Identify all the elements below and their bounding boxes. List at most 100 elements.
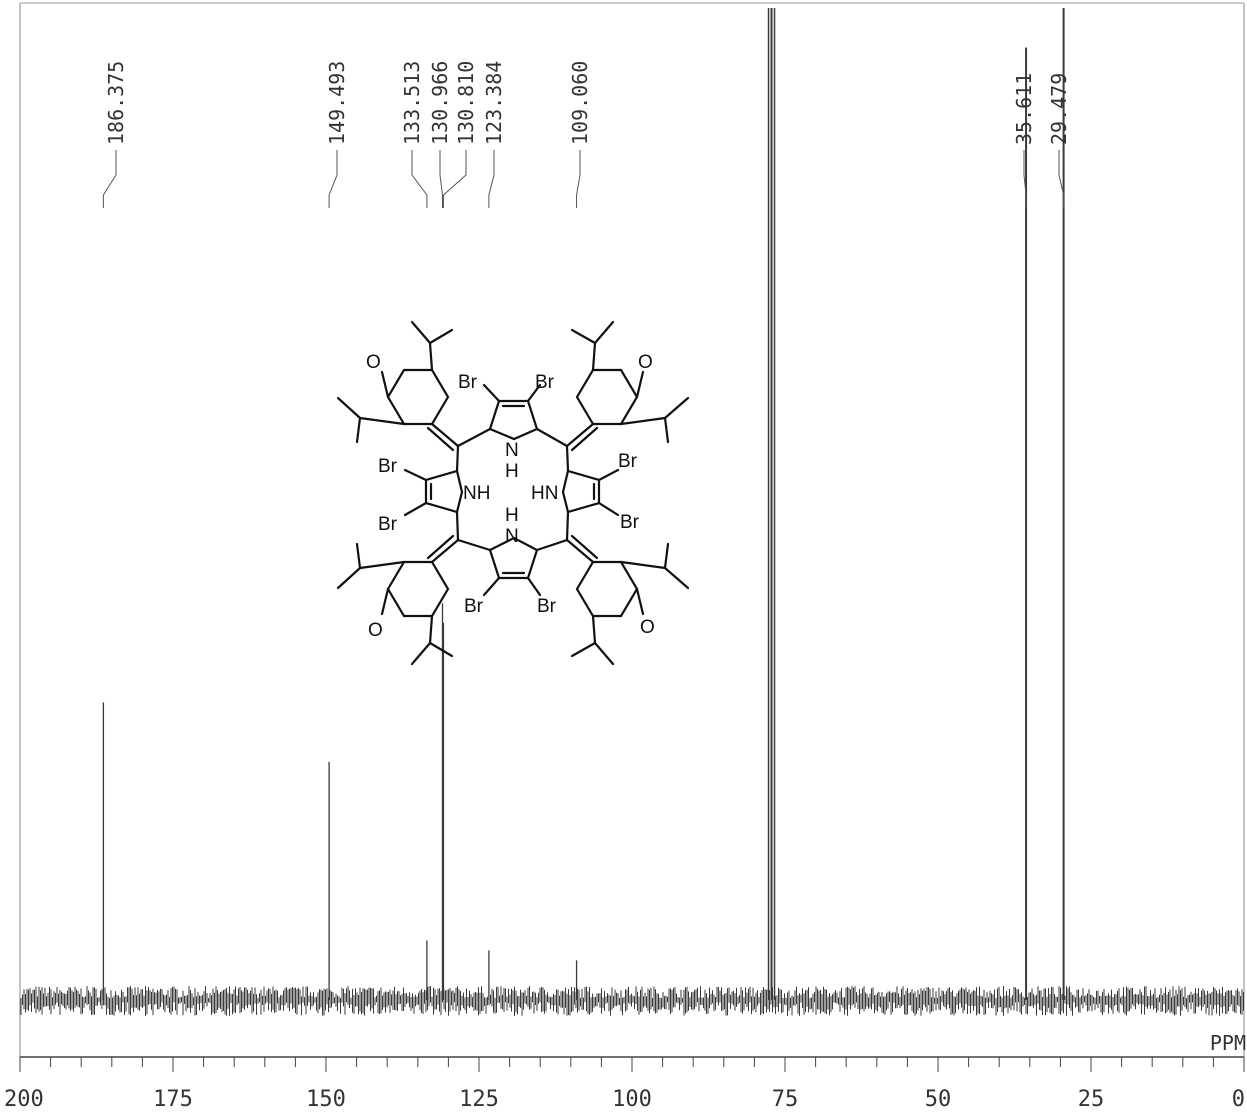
atom-label: N <box>505 440 519 461</box>
bond <box>456 427 492 448</box>
x-tick-label: 50 <box>925 1087 952 1112</box>
bond <box>619 560 667 570</box>
bond <box>635 587 645 616</box>
bond <box>428 641 454 658</box>
quinone-ring-bottom-left <box>386 560 450 618</box>
bond <box>456 538 492 552</box>
baseline-noise-trace <box>20 986 1244 1016</box>
peak-leader-line <box>488 150 495 208</box>
bond <box>597 468 620 482</box>
atom-label: H <box>505 505 519 526</box>
peak-leader-line <box>442 150 467 208</box>
bond <box>428 341 434 372</box>
peak-leader-line <box>411 150 428 208</box>
bond <box>593 320 615 345</box>
bond <box>358 560 406 570</box>
bond <box>358 416 406 426</box>
quinone-ring-top-right <box>575 368 639 426</box>
x-tick-label: 25 <box>1078 1087 1105 1112</box>
bond <box>426 426 455 452</box>
atom-label: O <box>638 352 653 373</box>
bond <box>565 444 570 473</box>
bond <box>455 510 460 542</box>
bond <box>482 383 501 403</box>
pyrrole-ring-top <box>488 399 539 441</box>
bond <box>430 422 460 448</box>
atom-label: Br <box>535 372 555 393</box>
quinone-ring-top-left <box>386 368 450 426</box>
peak-leader-line <box>439 150 443 208</box>
baseline-noise <box>20 986 1244 1016</box>
atom-label: Br <box>378 456 398 477</box>
atom-label: Br <box>464 596 484 617</box>
molecule-structure <box>336 320 690 666</box>
peak-label: 29.479 <box>1047 73 1071 145</box>
x-tick-label: 150 <box>306 1087 346 1112</box>
x-tick-label: 200 <box>4 1087 44 1112</box>
x-tick-label: 125 <box>459 1087 499 1112</box>
bond <box>455 444 460 473</box>
peak-label: 130.810 <box>454 61 478 145</box>
atom-label: O <box>366 352 381 373</box>
peaks-group <box>102 8 1065 1000</box>
x-tick-label: 175 <box>153 1087 193 1112</box>
bond <box>410 320 432 345</box>
atom-label: Br <box>458 372 478 393</box>
bond <box>570 534 599 560</box>
bond <box>635 370 645 399</box>
bond <box>663 566 690 590</box>
atom-label: HN <box>531 483 558 504</box>
bond <box>428 328 454 345</box>
atom-label: H <box>505 461 519 482</box>
bond <box>663 396 690 420</box>
bond <box>526 576 542 597</box>
bond <box>430 538 460 564</box>
atom-label: O <box>368 620 383 641</box>
atom-label: NH <box>463 483 490 504</box>
x-tick-label: 100 <box>612 1087 652 1112</box>
x-axis-ticks: 200 175 150 125 100 75 50 25 0 <box>4 1057 1245 1112</box>
bond <box>380 587 390 616</box>
bond <box>426 534 455 560</box>
peak-leader-line <box>102 150 117 208</box>
bond <box>428 614 434 645</box>
bond <box>565 538 595 564</box>
bond <box>410 641 432 666</box>
atom-label: Br <box>620 512 640 533</box>
peak-labels-group: 186.375 149.493 133.513 130.966 130.810 123.3… <box>102 61 1071 208</box>
bond <box>403 501 428 517</box>
pyrrole-ring-bottom <box>488 536 539 580</box>
peak-leader-line <box>1058 150 1065 208</box>
atom-label: N <box>505 526 519 547</box>
bond <box>565 422 595 448</box>
bond <box>591 614 597 645</box>
x-axis-label: PPM <box>1210 1031 1246 1055</box>
bond <box>355 542 362 570</box>
atom-label: Br <box>537 596 557 617</box>
bond <box>535 538 569 552</box>
bond <box>597 501 620 517</box>
peak-leader-line <box>1023 150 1027 208</box>
bond <box>591 341 597 372</box>
bond <box>526 383 542 403</box>
pyrrole-ring-left <box>424 469 464 514</box>
x-tick-label: 75 <box>772 1087 799 1112</box>
quinone-ring-bottom-right <box>575 560 639 618</box>
bond <box>336 396 362 420</box>
bond <box>663 416 670 444</box>
bond <box>380 370 390 399</box>
bond <box>619 416 667 426</box>
molecule-atom-labels: O O O O Br Br Br Br Br Br Br Br NH HN N … <box>366 352 655 641</box>
peak-label: 123.384 <box>482 61 506 145</box>
peak-label: 109.060 <box>568 61 592 145</box>
x-tick-label: 0 <box>1232 1087 1245 1112</box>
peak-label: 130.966 <box>428 61 452 145</box>
bond <box>336 566 362 590</box>
atom-label: Br <box>618 451 638 472</box>
bond <box>482 576 501 597</box>
bond <box>570 426 599 452</box>
peak-leader-line <box>328 150 338 208</box>
peak-leader-line <box>576 150 581 208</box>
peak-label: 133.513 <box>400 61 424 145</box>
